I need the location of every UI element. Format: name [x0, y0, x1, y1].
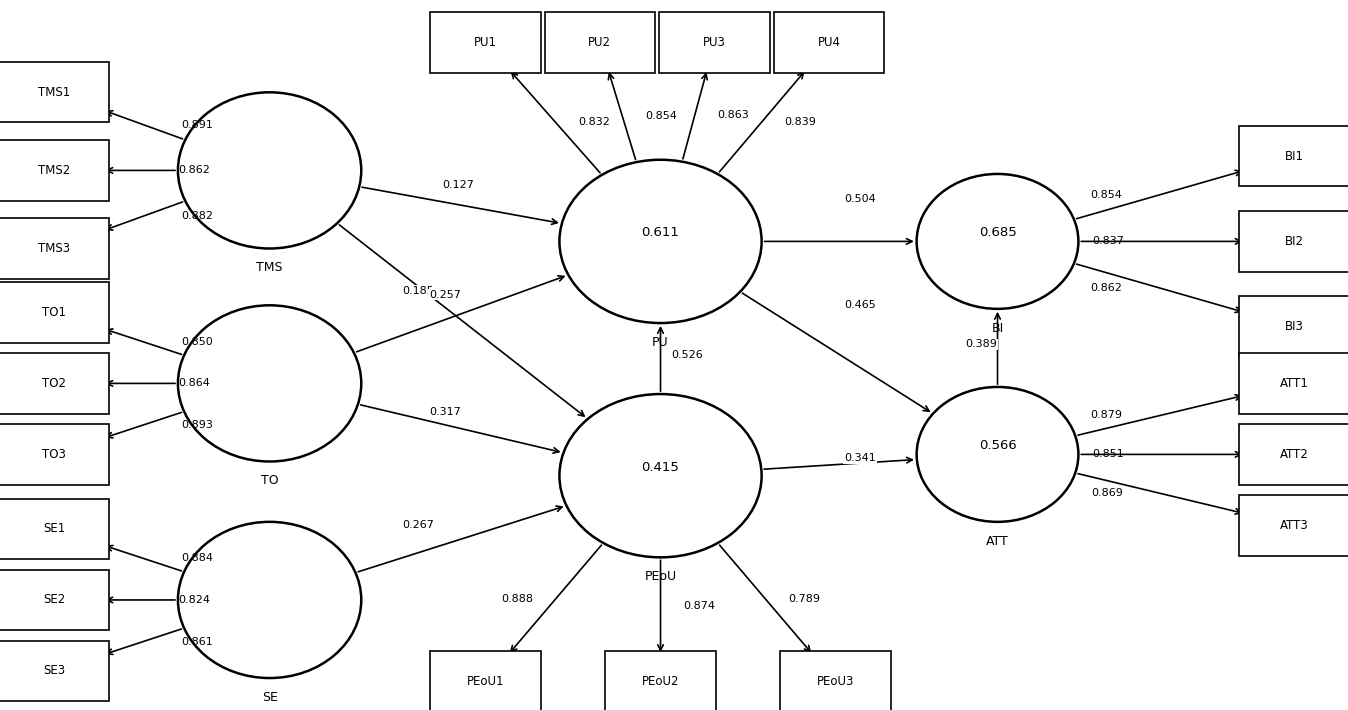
Ellipse shape	[559, 160, 762, 323]
Text: 0.837: 0.837	[1092, 236, 1124, 246]
Text: 0.884: 0.884	[181, 553, 213, 563]
Text: PU2: PU2	[588, 36, 612, 49]
Text: 0.685: 0.685	[979, 226, 1016, 239]
Text: 0.882: 0.882	[182, 211, 213, 221]
Text: 0.862: 0.862	[178, 165, 210, 175]
FancyBboxPatch shape	[774, 13, 884, 72]
FancyBboxPatch shape	[1239, 353, 1348, 413]
Text: TO: TO	[260, 474, 279, 487]
FancyBboxPatch shape	[605, 652, 716, 710]
Ellipse shape	[559, 394, 762, 557]
Text: TO1: TO1	[42, 306, 66, 319]
Text: 0.526: 0.526	[671, 350, 704, 360]
Text: PEoU: PEoU	[644, 570, 677, 583]
Text: 0.566: 0.566	[979, 439, 1016, 452]
FancyBboxPatch shape	[430, 652, 541, 710]
FancyBboxPatch shape	[0, 62, 109, 122]
Text: BI2: BI2	[1285, 235, 1304, 248]
FancyBboxPatch shape	[0, 282, 109, 342]
Text: TMS1: TMS1	[38, 86, 70, 99]
Text: 0.839: 0.839	[785, 116, 817, 126]
FancyBboxPatch shape	[1239, 211, 1348, 271]
Text: 0.257: 0.257	[429, 290, 461, 300]
Text: 0.869: 0.869	[1091, 488, 1123, 498]
Ellipse shape	[917, 174, 1078, 309]
FancyBboxPatch shape	[1239, 496, 1348, 555]
Text: 0.864: 0.864	[178, 378, 210, 388]
Text: 0.611: 0.611	[642, 226, 679, 239]
Text: 0.874: 0.874	[683, 601, 716, 611]
Text: ATT3: ATT3	[1279, 519, 1309, 532]
Ellipse shape	[917, 387, 1078, 522]
Text: SE: SE	[262, 691, 278, 704]
Text: TMS2: TMS2	[38, 164, 70, 177]
Ellipse shape	[178, 305, 361, 462]
Text: ATT1: ATT1	[1279, 377, 1309, 390]
Text: BI1: BI1	[1285, 150, 1304, 163]
Text: 0.854: 0.854	[644, 111, 677, 121]
Text: 0.465: 0.465	[844, 300, 876, 310]
Text: ATT2: ATT2	[1279, 448, 1309, 461]
Text: TO3: TO3	[42, 448, 66, 461]
Text: BI3: BI3	[1285, 320, 1304, 333]
Text: 0.415: 0.415	[642, 461, 679, 474]
Text: 0.863: 0.863	[717, 111, 749, 121]
FancyBboxPatch shape	[0, 640, 109, 701]
Text: 0.789: 0.789	[789, 594, 820, 604]
Text: 0.893: 0.893	[181, 420, 213, 430]
Text: PU4: PU4	[817, 36, 841, 49]
Text: PEoU3: PEoU3	[817, 675, 855, 688]
FancyBboxPatch shape	[1239, 425, 1348, 484]
Text: 0.267: 0.267	[402, 520, 434, 530]
Text: 0.891: 0.891	[182, 120, 213, 130]
Text: 0.861: 0.861	[181, 637, 213, 647]
FancyBboxPatch shape	[659, 13, 770, 72]
Text: PEoU1: PEoU1	[466, 675, 504, 688]
Text: TO2: TO2	[42, 377, 66, 390]
FancyBboxPatch shape	[0, 219, 109, 278]
FancyBboxPatch shape	[0, 425, 109, 484]
Text: 0.504: 0.504	[844, 194, 876, 204]
Ellipse shape	[178, 522, 361, 678]
Text: SE3: SE3	[43, 665, 65, 677]
Text: 0.317: 0.317	[429, 407, 461, 417]
Text: BI: BI	[991, 322, 1004, 334]
Text: 0.389: 0.389	[965, 339, 998, 349]
Text: 0.850: 0.850	[181, 337, 213, 346]
FancyBboxPatch shape	[0, 141, 109, 200]
Text: TMS3: TMS3	[38, 242, 70, 255]
Text: 0.879: 0.879	[1091, 410, 1123, 420]
Text: PU3: PU3	[704, 36, 725, 49]
Text: 0.851: 0.851	[1092, 449, 1124, 459]
Text: SE2: SE2	[43, 594, 65, 606]
Text: 0.832: 0.832	[578, 117, 609, 127]
Text: PU: PU	[652, 336, 669, 349]
Text: 0.341: 0.341	[844, 453, 876, 463]
Ellipse shape	[178, 92, 361, 248]
FancyBboxPatch shape	[0, 353, 109, 413]
Text: PU1: PU1	[473, 36, 497, 49]
Text: 0.888: 0.888	[501, 594, 532, 604]
FancyBboxPatch shape	[0, 498, 109, 559]
Text: TMS: TMS	[256, 261, 283, 274]
Text: PEoU2: PEoU2	[642, 675, 679, 688]
FancyBboxPatch shape	[1239, 297, 1348, 356]
Text: ATT: ATT	[987, 535, 1008, 547]
Text: 0.185: 0.185	[402, 286, 434, 296]
Text: 0.862: 0.862	[1091, 283, 1122, 293]
FancyBboxPatch shape	[430, 13, 541, 72]
Text: 0.854: 0.854	[1091, 190, 1122, 200]
Text: SE1: SE1	[43, 523, 65, 535]
FancyBboxPatch shape	[0, 569, 109, 630]
FancyBboxPatch shape	[1239, 126, 1348, 186]
Text: 0.127: 0.127	[442, 180, 474, 190]
FancyBboxPatch shape	[780, 652, 891, 710]
Text: 0.824: 0.824	[178, 595, 210, 605]
FancyBboxPatch shape	[545, 13, 655, 72]
